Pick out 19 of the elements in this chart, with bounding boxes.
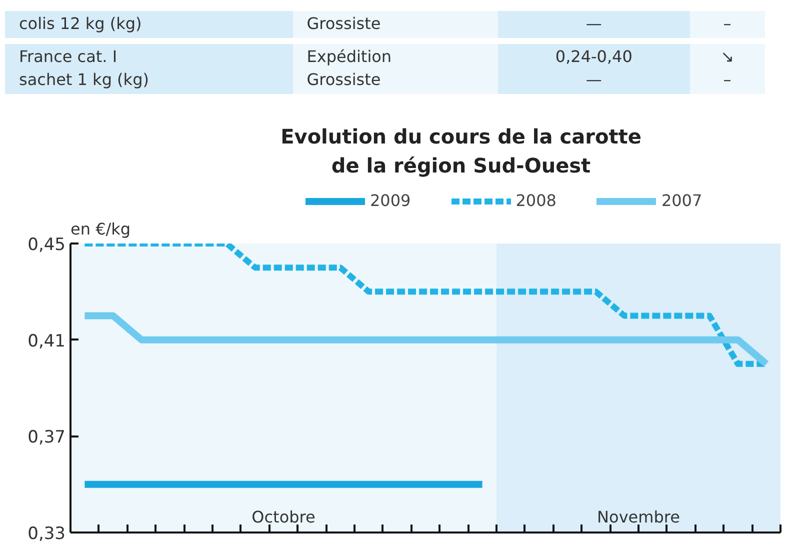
y-tick-label: 0,33 — [28, 524, 66, 544]
text: ↘ – — [690, 44, 765, 94]
text: — — [498, 11, 690, 38]
text: colis 12 kg (kg) — [5, 11, 293, 38]
y-tick-label: 0,41 — [28, 331, 66, 352]
chart-title: Evolution du cours de la carotte de la région Sud-Ouest — [280, 124, 642, 178]
text: Grossiste — [292, 11, 498, 38]
text: Expédition Grossiste — [292, 44, 498, 94]
legend-label: 2008 — [516, 191, 556, 210]
y-axis-title: en €/kg — [70, 220, 131, 238]
legend-label: 2007 — [661, 191, 702, 210]
annotation: Octobre — [252, 508, 316, 526]
text: 0,24-0,40 — — [498, 44, 690, 94]
annotation: Novembre — [597, 508, 680, 526]
text: France cat. I sachet 1 kg (kg) — [5, 44, 293, 94]
legend-label: 2009 — [370, 191, 411, 210]
y-tick-label: 0,45 — [28, 235, 66, 255]
text: – — [690, 11, 765, 38]
y-tick-label: 0,37 — [28, 428, 66, 448]
